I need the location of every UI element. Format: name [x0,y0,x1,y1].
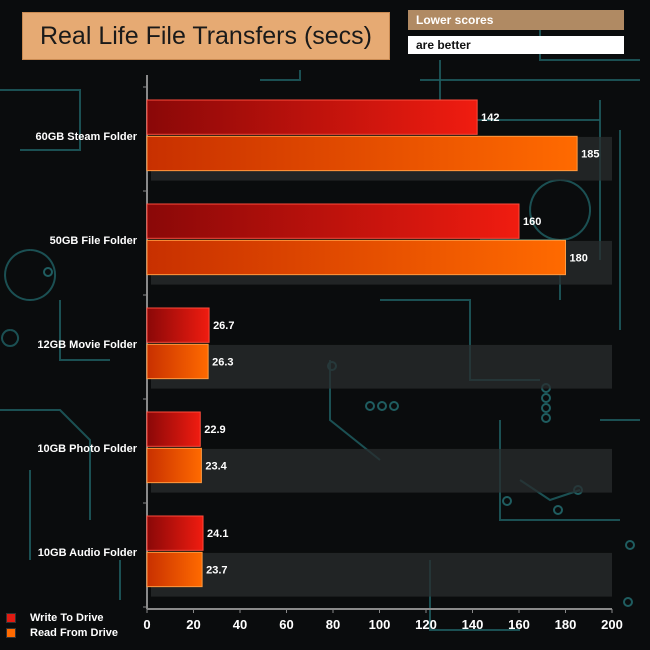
legend-swatch-read [6,628,16,638]
data-label: 180 [570,252,588,264]
bar-read [146,343,209,380]
bar-read [146,551,203,588]
circuit-trace [4,249,56,301]
circuit-node [389,401,399,411]
x-tick-label: 120 [415,617,437,632]
bar-write [146,515,204,551]
category-label: 10GB Audio Folder [38,547,138,559]
x-tick-label: 0 [143,617,150,632]
data-label: 23.7 [206,564,227,576]
category-label: 12GB Movie Folder [37,339,137,351]
data-label: 26.7 [213,320,234,332]
circuit-trace [1,329,19,347]
circuit-node [377,401,387,411]
x-tick-label: 60 [279,617,293,632]
bar-read [146,447,202,484]
data-label: 26.3 [212,356,233,368]
circuit-trace [539,20,640,61]
category-label: 60GB Steam Folder [36,131,138,143]
data-label: 142 [481,112,499,124]
category-label: 50GB File Folder [50,235,138,247]
bar-read [146,135,578,172]
circuit-node [365,401,375,411]
legend-label-write: Write To Drive [30,612,104,624]
data-label: 23.4 [205,460,227,472]
x-tick-label: 160 [508,617,530,632]
x-tick-label: 200 [601,617,623,632]
group-band [151,344,612,389]
note-lower-scores: Lower scores [408,10,624,30]
x-tick-label: 100 [369,617,391,632]
data-label: 22.9 [204,424,225,436]
bar-write [146,99,478,135]
circuit-trace [59,300,110,361]
circuit-node [553,505,563,515]
bar-write [146,203,520,239]
x-tick-label: 40 [233,617,247,632]
circuit-trace [260,70,301,81]
chart-title: Real Life File Transfers (secs) [22,12,390,60]
circuit-trace [0,409,91,520]
data-label: 160 [523,216,541,228]
legend-label-read: Read From Drive [30,627,119,639]
x-tick-label: 180 [555,617,577,632]
data-label: 24.1 [207,528,228,540]
circuit-node [541,393,551,403]
circuit-node [502,496,512,506]
circuit-node [625,540,635,550]
legend-item-write: Write To Drive [6,612,104,624]
circuit-node [623,597,633,607]
group-band [151,448,612,493]
circuit-node [541,403,551,413]
bar-write [146,307,210,343]
group-band [151,552,612,597]
note-are-better: are better [408,36,624,54]
circuit-node [43,267,53,277]
data-label: 185 [581,148,599,160]
x-tick-label: 20 [186,617,200,632]
bar-read [146,239,566,276]
legend-swatch-write [6,613,16,623]
circuit-node [541,413,551,423]
x-tick-label: 80 [326,617,340,632]
category-label: 10GB Photo Folder [37,443,137,455]
legend-item-read: Read From Drive [6,627,118,639]
circuit-trace [0,89,81,151]
bar-write [146,411,201,447]
x-tick-label: 140 [462,617,484,632]
